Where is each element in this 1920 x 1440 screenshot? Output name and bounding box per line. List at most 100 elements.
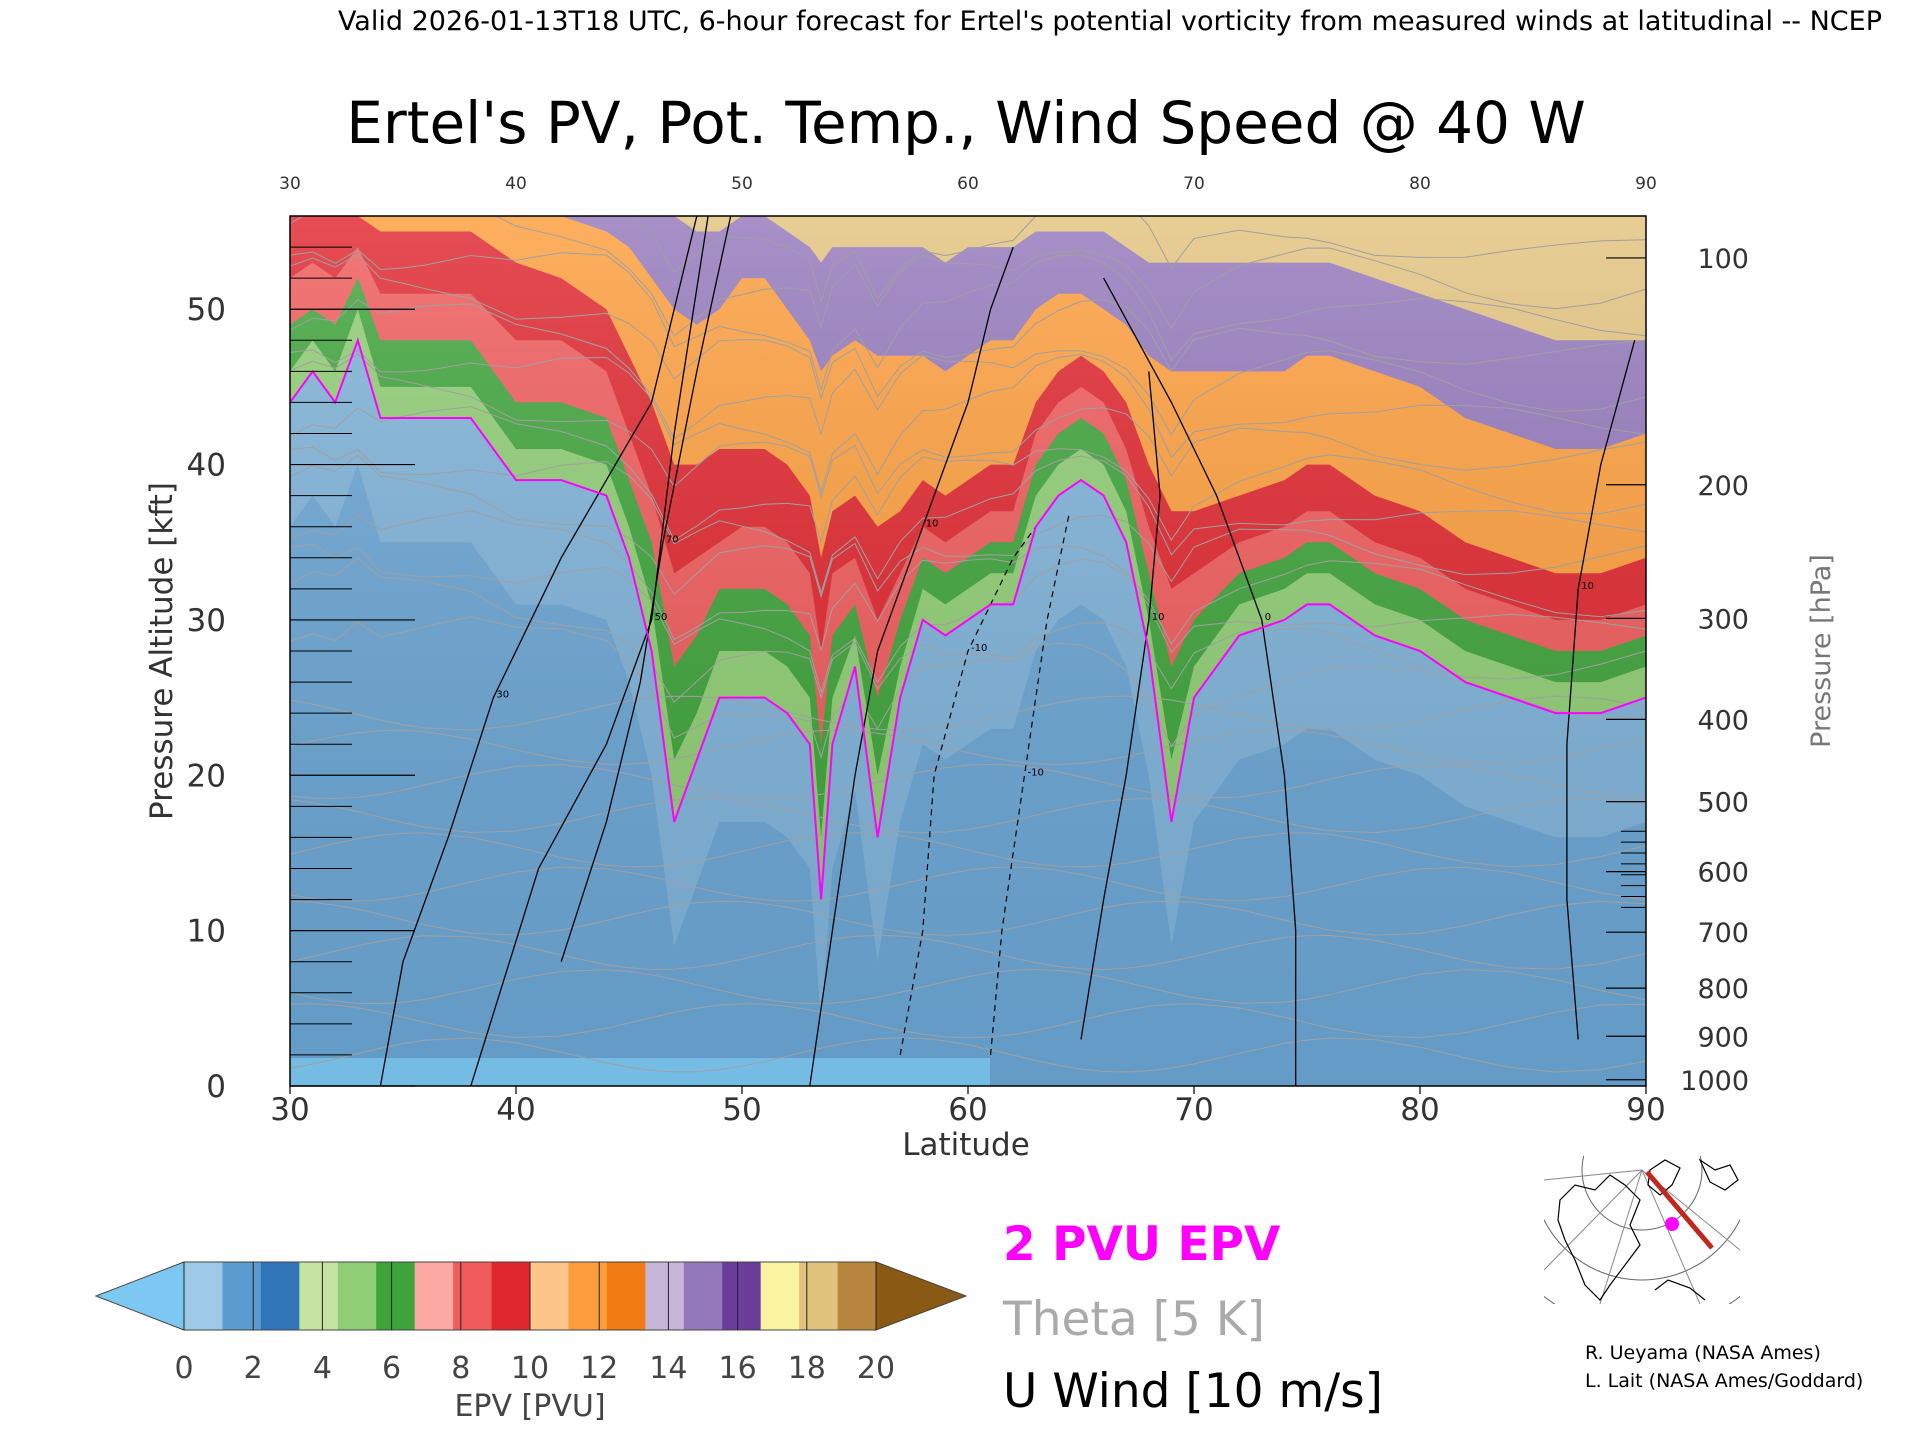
- u-wind-contour-label: 30: [496, 690, 509, 701]
- x-top-tick-label: 50: [731, 174, 753, 194]
- map-location-marker: [1665, 1217, 1679, 1231]
- theta-contour-line: [290, 353, 1646, 499]
- theta-contour-line: [290, 249, 1646, 392]
- y-axis-right-label: Pressure [hPa]: [1806, 554, 1837, 748]
- colorbar-segment: [491, 1262, 531, 1330]
- x-top-tick-label: 40: [505, 174, 527, 194]
- colorbar-segment: [260, 1262, 300, 1330]
- plot-area: 30 50 70 10 0 10 10 -10 -10: [289, 215, 1647, 1087]
- y-right-tick-label: 600: [1697, 858, 1749, 889]
- theta-contour-line: [290, 454, 1646, 599]
- x-top-tick-label: 30: [279, 174, 301, 194]
- y-right-tick-label: 800: [1697, 974, 1749, 1005]
- chart-title: Ertel's PV, Pot. Temp., Wind Speed @ 40 …: [346, 89, 1586, 157]
- u-wind-contour-label: 50: [655, 612, 668, 623]
- map-latitude-circle: [1544, 1218, 1740, 1281]
- theta-contour-line: [290, 446, 1646, 595]
- theta-contour-line: [290, 695, 1646, 731]
- colorbar-over-arrow: [875, 1261, 968, 1331]
- theta-contour-line: [290, 299, 1646, 440]
- theta-contour-line: [290, 900, 1646, 936]
- colorbar-segment: [683, 1262, 723, 1330]
- u-wind-contour-line: [1080, 371, 1161, 1040]
- colorbar-segment: [184, 1262, 223, 1330]
- x-tick-label: 40: [496, 1092, 535, 1128]
- credit-line-1: R. Ueyama (NASA Ames): [1585, 1342, 1821, 1364]
- colorbar-tick-label: 14: [649, 1351, 687, 1386]
- colorbar-tick-label: 16: [719, 1351, 757, 1386]
- theta-contour-line: [290, 557, 1646, 704]
- colorbar-segment: [837, 1262, 877, 1330]
- y-right-tick-label: 100: [1697, 244, 1749, 275]
- theta-contour-line: [290, 616, 1646, 760]
- y-right-tick-label: 900: [1697, 1022, 1749, 1053]
- map-meridian: [1599, 1169, 1643, 1304]
- y-tick-label: 50: [187, 292, 226, 328]
- valid-time-header: Valid 2026-01-13T18 UTC, 6-hour forecast…: [338, 6, 1882, 37]
- u-wind-negative-contour: [899, 510, 1048, 1056]
- u-wind-contours: 30 50 70 10 0 10 10 -10 -10: [379, 216, 1636, 1086]
- colorbar-tick-label: 0: [174, 1351, 193, 1386]
- theta-contour-line: [290, 866, 1646, 902]
- theta-contour-line: [290, 349, 1646, 494]
- theta-contour-line: [290, 253, 1646, 401]
- theta-contour-line: [290, 406, 1646, 544]
- u-wind-contour-line: [1566, 340, 1636, 1040]
- u-wind-contour-line: [560, 216, 732, 962]
- u-wind-contour-line: [379, 216, 698, 1086]
- u-wind-contour-label: 70: [666, 534, 679, 545]
- y-right-tick-label: 1000: [1680, 1066, 1749, 1097]
- u-wind-contour-label: 0: [1265, 612, 1271, 623]
- y-axis-left-label: Pressure Altitude [kft]: [144, 482, 180, 820]
- y-right-tick-label: 700: [1697, 918, 1749, 949]
- colorbar-segment: [414, 1262, 454, 1330]
- map-coastline: [1654, 1279, 1706, 1301]
- map-coastline: [1698, 1158, 1739, 1191]
- map-coastline: [1647, 1159, 1681, 1196]
- y-tick-label: 10: [187, 914, 226, 950]
- two-pvu-contour: [290, 337, 1646, 900]
- x-tick-label: 60: [948, 1092, 987, 1128]
- y-tick-label: 20: [187, 758, 226, 794]
- colorbar-segment: [568, 1262, 608, 1330]
- two-pvu-line: [290, 337, 1646, 900]
- legend-epv-label: 2 PVU EPV: [1003, 1217, 1281, 1272]
- y-tick-label: 40: [187, 448, 226, 484]
- theta-contour-line: [290, 934, 1646, 971]
- x-axis-label: Latitude: [902, 1127, 1030, 1163]
- theta-contour-line: [290, 832, 1646, 868]
- colorbar-segment: [722, 1262, 762, 1330]
- x-tick-label: 80: [1400, 1092, 1439, 1128]
- u-wind-contour-line: [470, 216, 709, 1086]
- colorbar-segment: [606, 1262, 646, 1330]
- theta-contour-line: [290, 1037, 1646, 1073]
- colorbar-segment: [222, 1262, 262, 1330]
- u-wind-contour-label: 10: [1152, 612, 1165, 623]
- colorbar: 0 2 4 6 8 10 12 14 16 18 20: [94, 1261, 968, 1386]
- u-wind-contour-label: 10: [1581, 581, 1594, 592]
- x-axis-bottom: 30 40 50 60 70 80 90: [270, 1086, 1666, 1128]
- x-top-tick-label: 90: [1635, 174, 1657, 194]
- colorbar-tick-label: 10: [511, 1351, 549, 1386]
- theta-contour-line: [290, 968, 1646, 1005]
- colorbar-tick-label: 2: [244, 1351, 263, 1386]
- colorbar-tick-label: 20: [857, 1351, 895, 1386]
- u-wind-contour-label: -10: [971, 643, 987, 654]
- y-tick-label: 30: [187, 603, 226, 639]
- y-right-tick-label: 300: [1697, 604, 1749, 635]
- u-wind-contour-label: 10: [926, 519, 939, 530]
- credit-line-2: L. Lait (NASA Ames/Goddard): [1585, 1370, 1863, 1392]
- colorbar-tick-label: 8: [451, 1351, 470, 1386]
- x-top-tick-label: 70: [1183, 174, 1205, 194]
- u-wind-negative-contour: [990, 511, 1071, 1055]
- x-tick-label: 30: [270, 1092, 309, 1128]
- u-wind-contour-line: [809, 246, 1014, 1086]
- legend: 2 PVU EPV Theta [5 K] U Wind [10 m/s]: [1002, 1217, 1383, 1419]
- map-latitude-circle: [1581, 1156, 1703, 1231]
- y-right-tick-label: 400: [1697, 705, 1749, 736]
- theta-contour-line: [290, 1003, 1646, 1039]
- colorbar-tick-label: 4: [313, 1351, 332, 1386]
- colorbar-segment: [337, 1262, 377, 1330]
- y-right-tick-label: 200: [1697, 471, 1749, 502]
